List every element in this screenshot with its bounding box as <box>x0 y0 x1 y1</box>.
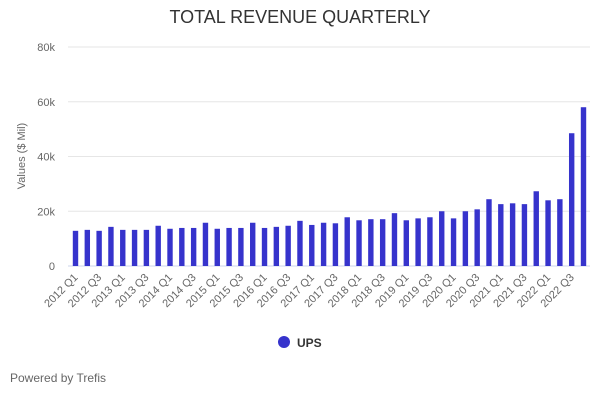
bar <box>120 229 126 266</box>
bar <box>190 227 197 266</box>
bar <box>84 229 91 266</box>
bar <box>72 230 79 266</box>
legend-marker <box>278 336 290 348</box>
bar <box>344 217 350 266</box>
bar <box>533 191 539 266</box>
y-tick-label: 60k <box>37 97 55 109</box>
y-tick-label: 40k <box>37 152 55 164</box>
bar <box>214 228 220 266</box>
bar <box>379 219 386 266</box>
bar <box>356 220 362 266</box>
y-axis-label: Values ($ Mil) <box>16 123 28 189</box>
bar <box>96 230 102 266</box>
chart-title: TOTAL REVENUE QUARTERLY <box>169 7 431 27</box>
bars <box>72 107 587 266</box>
bar <box>131 229 138 266</box>
y-tick-label: 80k <box>37 42 55 54</box>
bar <box>297 220 303 266</box>
bar <box>474 209 480 266</box>
bar <box>250 222 256 266</box>
legend-item-ups[interactable]: UPS <box>278 336 322 350</box>
bar <box>415 218 421 266</box>
bar <box>285 225 291 266</box>
bar <box>427 217 433 266</box>
bar <box>143 229 150 266</box>
bar <box>521 204 528 266</box>
bar <box>309 224 315 266</box>
bar <box>179 227 185 266</box>
bar <box>320 222 327 266</box>
bar <box>273 226 280 266</box>
y-tick-label: 20k <box>37 206 55 218</box>
bar <box>108 226 114 266</box>
legend-label: UPS <box>297 336 322 350</box>
bar <box>202 222 209 266</box>
y-tick-label: 0 <box>49 261 55 273</box>
bar <box>403 220 409 266</box>
bar <box>226 227 232 266</box>
bar <box>450 218 457 266</box>
bar <box>167 228 173 266</box>
powered-by-credit: Powered by Trefis <box>10 371 107 385</box>
bar <box>568 133 575 266</box>
bar <box>155 225 161 266</box>
bar <box>486 199 492 266</box>
bar <box>557 199 563 266</box>
bar <box>498 204 504 266</box>
bar <box>439 211 445 266</box>
bar <box>332 223 339 266</box>
bar <box>368 219 374 266</box>
bar <box>391 213 398 266</box>
bar <box>580 107 587 266</box>
bar <box>509 203 516 266</box>
bar <box>545 200 551 266</box>
bar <box>238 227 244 266</box>
bar <box>462 211 469 266</box>
y-axis-ticks: 0 20k 40k 60k 80k <box>37 42 55 273</box>
bar <box>261 227 268 266</box>
